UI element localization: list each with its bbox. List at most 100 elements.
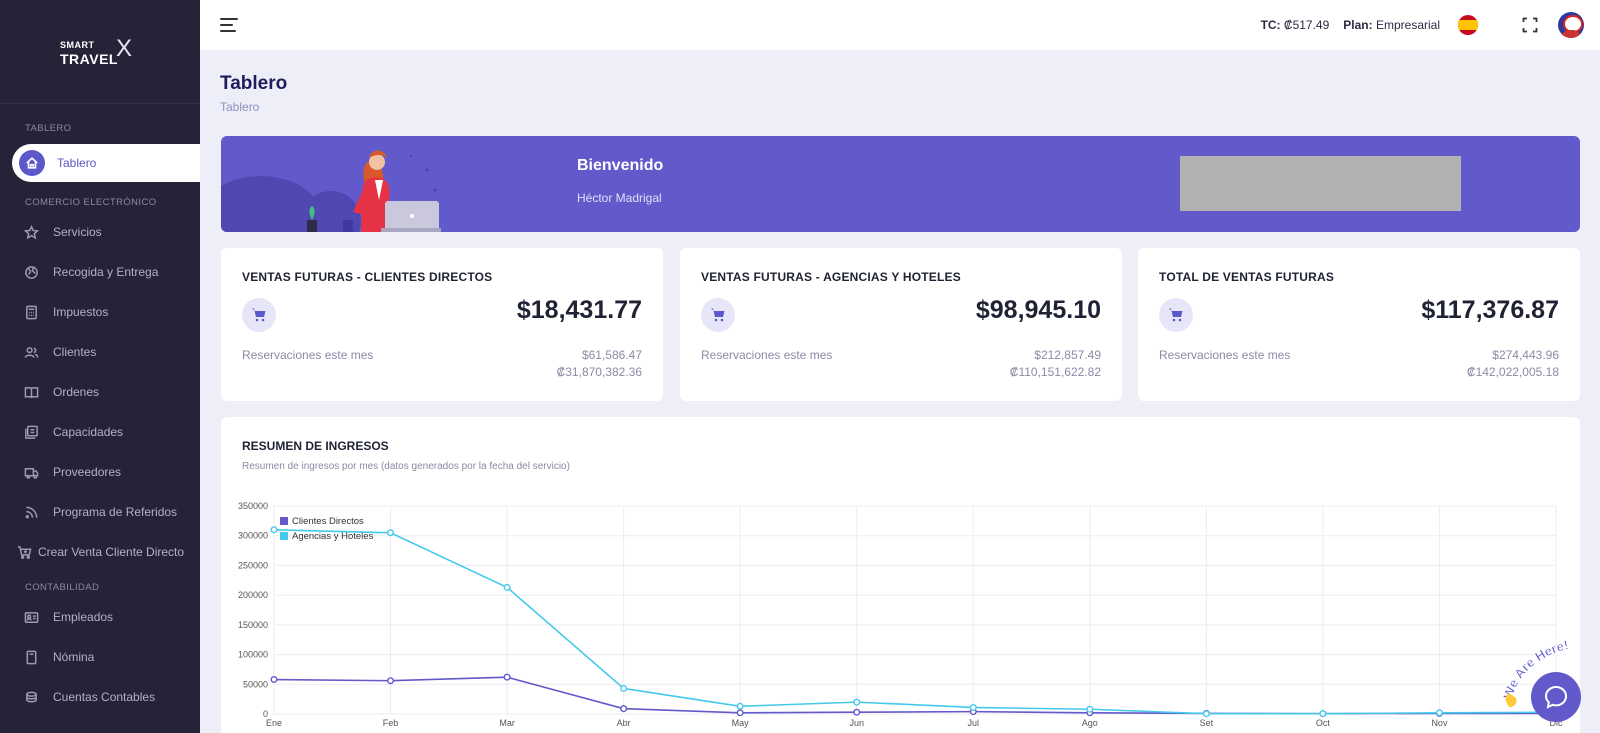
x-tick-label: Ago	[1082, 718, 1098, 728]
cart-plus-icon	[16, 544, 32, 560]
x-tick-label: May	[732, 718, 750, 728]
sidebar-item-proveedores[interactable]: Proveedores	[0, 452, 200, 492]
card-title: TOTAL DE VENTAS FUTURAS	[1159, 270, 1335, 284]
users-icon	[23, 344, 39, 360]
series-line-0	[273, 676, 1556, 715]
brand-mark: X	[116, 34, 133, 62]
series-line-1	[273, 528, 1557, 715]
x-tick-label: Jun	[849, 718, 864, 728]
sidebar-item-clientes[interactable]: Clientes	[0, 332, 200, 372]
sidebar-item-label: Ordenes	[53, 385, 100, 399]
cart-icon	[1159, 298, 1193, 332]
data-point	[270, 526, 278, 534]
language-flag-icon[interactable]	[1458, 15, 1478, 35]
data-point	[620, 684, 628, 692]
data-point	[853, 708, 861, 716]
card-month-crc: ₡110,151,622.82	[1009, 365, 1101, 379]
income-line-chart[interactable]: 350000 300000 250000 200000 150000 100000 5000…	[221, 417, 1580, 733]
x-tick-label: Ene	[266, 718, 282, 728]
welcome-banner: Bienvenido Héctor Madrigal	[221, 136, 1580, 232]
y-tick-label: 200000	[238, 590, 268, 600]
page-title: Tablero	[220, 73, 288, 94]
card-title: VENTAS FUTURAS - AGENCIAS Y HOTELES	[701, 270, 961, 284]
sidebar-item-cuentas[interactable]: Cuentas Contables	[0, 677, 200, 717]
income-summary-card: RESUMEN DE INGRESOS Resumen de ingresos …	[221, 417, 1580, 733]
exchange-rate-label: TC:	[1260, 18, 1281, 32]
legend-swatch	[280, 517, 288, 525]
sidebar-item-label: Clientes	[53, 345, 97, 359]
x-tick-label: Abr	[617, 718, 631, 728]
sidebar-item-recogida[interactable]: Recogida y Entrega	[0, 252, 200, 292]
sidebar-item-label: Impuestos	[53, 305, 109, 319]
globe-icon	[23, 264, 39, 280]
breadcrumb[interactable]: Tablero	[220, 100, 260, 114]
truck-icon	[23, 464, 39, 480]
x-tick-label: Feb	[383, 718, 399, 728]
x-tick-label: Set	[1200, 718, 1214, 728]
id-card-icon	[23, 609, 39, 625]
sidebar-section-contabilidad: CONTABILIDAD	[25, 582, 100, 593]
data-point	[1319, 710, 1327, 718]
sidebar-item-empleados[interactable]: Empleados	[0, 597, 200, 637]
sidebar-item-capacidades[interactable]: Capacidades	[0, 412, 200, 452]
sidebar-item-label: Crear Venta Cliente Directo	[38, 545, 185, 559]
sidebar-item-ordenes[interactable]: Ordenes	[0, 372, 200, 412]
data-point	[1202, 710, 1210, 718]
card-amount: $117,376.87	[1421, 296, 1559, 324]
data-point	[969, 703, 977, 711]
legend-label: Agencias y Hoteles	[292, 531, 374, 542]
calculator-icon	[23, 304, 39, 320]
x-tick-label: Jul	[968, 718, 980, 728]
brand-line2: TRAVEL	[60, 50, 118, 67]
data-point	[503, 673, 511, 681]
data-point	[503, 583, 511, 591]
data-point	[387, 677, 395, 685]
data-point	[736, 702, 744, 710]
sidebar-item-label: Capacidades	[53, 425, 124, 439]
data-point	[1086, 705, 1094, 713]
y-tick-label: 300000	[238, 531, 268, 541]
x-tick-label: Nov	[1431, 718, 1448, 728]
sidebar-item-servicios[interactable]: Servicios	[0, 212, 200, 252]
fullscreen-icon[interactable]	[1522, 17, 1538, 33]
card-title: VENTAS FUTURAS - CLIENTES DIRECTOS	[242, 270, 493, 284]
user-avatar[interactable]	[1558, 12, 1584, 38]
welcome-title: Bienvenido	[577, 157, 664, 174]
data-point	[1435, 709, 1443, 717]
sidebar-item-tablero[interactable]: Tablero	[12, 144, 200, 182]
card-month-crc: ₡142,022,005.18	[1466, 365, 1559, 379]
x-tick-label: Dic	[1550, 718, 1563, 728]
chat-button[interactable]	[1531, 672, 1581, 722]
sidebar-item-label: Cuentas Contables	[53, 690, 156, 704]
banner-image-placeholder	[1180, 156, 1461, 211]
data-point	[387, 529, 395, 537]
sidebar-item-label: Recogida y Entrega	[53, 265, 159, 279]
star-icon	[23, 224, 39, 240]
sidebar-item-nomina[interactable]: Nómina	[0, 637, 200, 677]
plan-value: Empresarial	[1375, 18, 1440, 32]
data-point	[270, 676, 278, 684]
file-icon	[23, 649, 39, 665]
sidebar-item-label: Tablero	[57, 156, 97, 170]
menu-toggle-icon[interactable]	[220, 18, 238, 32]
card-amount: $18,431.77	[516, 296, 642, 324]
card-month-crc: ₡31,870,382.36	[556, 365, 642, 379]
legend-label: Clientes Directos	[292, 516, 364, 527]
stat-card-agencies-hotels: VENTAS FUTURAS - AGENCIAS Y HOTELES $98,…	[680, 248, 1122, 401]
chart-title: RESUMEN DE INGRESOS	[242, 439, 389, 453]
sidebar-item-label: Programa de Referidos	[53, 505, 178, 519]
sidebar-item-label: Nómina	[53, 650, 95, 664]
sidebar-item-crear-venta[interactable]: Crear Venta Cliente Directo	[0, 532, 200, 572]
sidebar-item-referidos[interactable]: Programa de Referidos	[0, 492, 200, 532]
legend-swatch	[280, 532, 288, 540]
card-sub-label: Reservaciones este mes	[242, 348, 374, 362]
y-tick-label: 350000	[238, 501, 268, 511]
stat-card-total: TOTAL DE VENTAS FUTURAS $117,376.87 Rese…	[1138, 248, 1580, 401]
chat-bubble-icon	[1544, 685, 1568, 709]
sidebar-item-impuestos[interactable]: Impuestos	[0, 292, 200, 332]
welcome-user-name: Héctor Madrigal	[577, 191, 662, 205]
exchange-rate-value: ₡517.49	[1283, 18, 1330, 32]
brand-logo[interactable]: SMART TRAVEL X	[0, 0, 200, 104]
sidebar-section-tablero: TABLERO	[25, 123, 72, 134]
y-tick-label: 100000	[238, 650, 268, 660]
